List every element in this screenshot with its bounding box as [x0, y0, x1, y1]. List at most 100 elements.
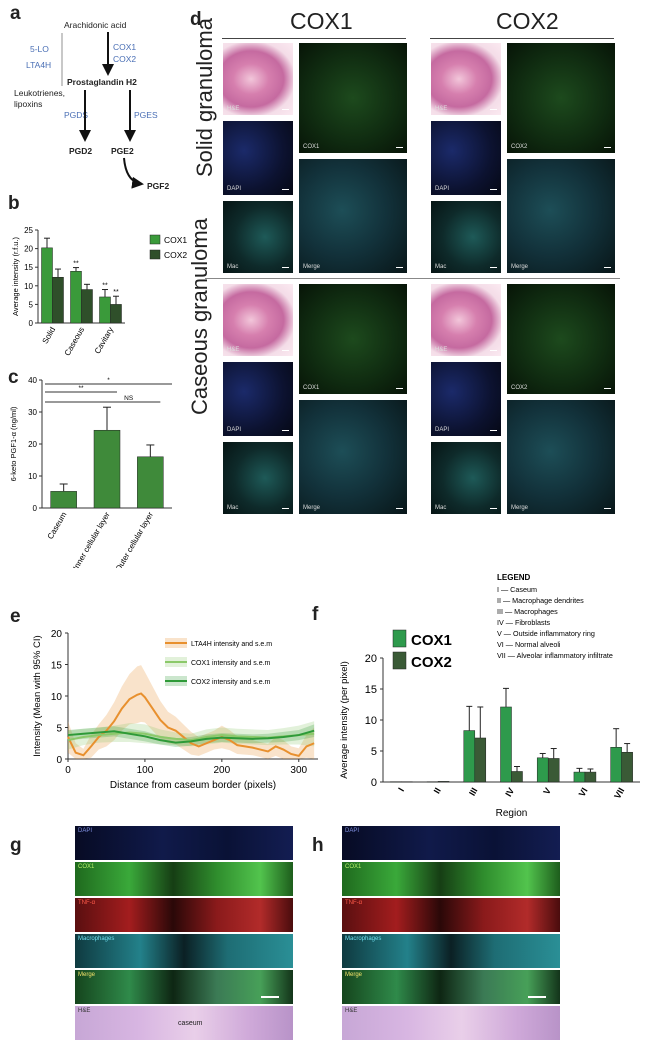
panel-g-strip-1: COX1 — [75, 862, 293, 896]
x-tick-label: Cavitary — [93, 326, 115, 356]
x-tick-label: VII — [612, 786, 626, 801]
y-tick-label: 10 — [51, 692, 63, 703]
bar-cox1 — [99, 296, 111, 324]
x-tick-label: VI — [577, 786, 590, 798]
row-caseous-label: Caseous granuloma — [187, 218, 212, 415]
y-tick-label: 25 — [24, 226, 33, 235]
pgf2-label: PGF2 — [147, 181, 170, 191]
x-tick-label: 300 — [290, 765, 307, 776]
scale-bar — [282, 189, 289, 190]
block-2-merge-tile: Merge — [506, 158, 616, 274]
legend-label: COX1 — [164, 235, 187, 245]
legend-label: COX1 intensity and s.e.m — [191, 660, 271, 667]
scale-bar — [396, 267, 403, 268]
y-tick-label: 15 — [24, 263, 33, 272]
y-tick-label: 15 — [365, 684, 377, 696]
y-tick-label: 15 — [51, 661, 63, 672]
x-tick-label: Inner cellular layer — [71, 510, 112, 568]
region-legend-item: V — Outside inflammatory ring — [497, 629, 595, 638]
chart-c: 0 10 20 30 40 6-keto PGF1-α (ng/ml) Caseum Inne… — [9, 376, 172, 568]
block-1-dapi-tile-label: DAPI — [227, 186, 242, 192]
block-4-mac-tile: Mac — [430, 441, 502, 515]
scale-bar — [490, 109, 497, 110]
scale-bar — [396, 508, 403, 509]
region-legend-title: LEGEND — [497, 573, 531, 582]
ci-band-1 — [68, 721, 315, 750]
cox2-header-rule — [430, 38, 614, 39]
block-3-he-tile: H&E — [222, 283, 294, 357]
panel-h-strip-1: COX1 — [342, 862, 560, 896]
scale-bar — [604, 267, 611, 268]
significance-text: * — [107, 377, 110, 384]
scale-bar — [490, 350, 497, 351]
block-1-dapi-tile: DAPI — [222, 120, 294, 196]
caseum-label: caseum — [178, 1020, 203, 1027]
panel-e-label: e — [10, 606, 21, 627]
x-tick-label: IV — [503, 786, 516, 798]
panel-g-strip-2: TNF-α — [75, 898, 293, 932]
panel-a-label: a — [10, 3, 21, 24]
panel-h-strip-0: DAPI — [342, 826, 560, 860]
panel-c-label: c — [8, 367, 19, 388]
series-line-2 — [67, 729, 315, 744]
bar-cox1 — [463, 730, 476, 783]
block-3-he-tile-label: H&E — [227, 347, 240, 353]
block-4-dapi-tile-label: DAPI — [435, 427, 450, 433]
y-axis-label: Average intensity (r.f.u.) — [11, 236, 20, 316]
block-1-he-tile: H&E — [222, 42, 294, 116]
panel-g-strips: DAPI COX1 TNF-α Macrophages Merge H&E caseum — [75, 826, 293, 1046]
cox1-header-rule — [222, 38, 406, 39]
bar-cox2 — [110, 304, 122, 324]
pgds-label: PGDS — [64, 110, 89, 120]
cox1-enzyme-label: COX1 — [113, 42, 137, 52]
y-tick-label: 5 — [56, 724, 62, 735]
block-4-mac-tile-label: Mac — [435, 505, 447, 511]
legend-label: COX1 — [411, 632, 452, 649]
scale-bar — [396, 147, 403, 148]
strip-label: Merge — [345, 972, 363, 978]
legend-swatch — [149, 249, 161, 260]
block-2-mac-tile-label: Mac — [435, 264, 447, 270]
block-3-merge-tile: Merge — [298, 399, 408, 515]
block-3-cox1-tile-label: COX1 — [303, 385, 320, 391]
panel-h-strip-4: Merge — [342, 970, 560, 1004]
leukotrienes-label: Leukotrienes, — [14, 88, 66, 98]
region-legend-item: VII — Alveolar inflammatory infiltrate — [497, 651, 613, 660]
y-tick-label: 0 — [56, 755, 62, 766]
bar-cox2 — [621, 751, 633, 783]
panel-h-strip-3: Macrophages — [342, 934, 560, 968]
block-4-cox2-tile-label: COX2 — [511, 385, 528, 391]
block-3-merge-tile-label: Merge — [303, 505, 321, 511]
bar-cox2 — [437, 781, 450, 783]
scale-bar — [261, 996, 279, 998]
y-tick-label: 40 — [28, 376, 37, 385]
bar-cox2 — [52, 276, 64, 324]
x-tick-label: Caseous — [63, 326, 87, 358]
significance-text: NS — [124, 395, 134, 402]
x-tick-label: 100 — [137, 765, 154, 776]
scale-bar — [528, 996, 546, 998]
block-4-merge-tile-label: Merge — [511, 505, 529, 511]
strip-label: Merge — [78, 972, 96, 978]
block-1-mac-tile-label: Mac — [227, 264, 239, 270]
y-axis-label: Average intensity (per pixel) — [339, 661, 350, 779]
y-axis-label: Intensity (Mean with 95% CI) — [32, 635, 43, 756]
scale-bar — [282, 267, 289, 268]
strip-label: Macrophages — [78, 936, 115, 942]
bar-cox1 — [500, 706, 512, 783]
pge2-label: PGE2 — [111, 146, 134, 156]
scale-bar — [282, 109, 289, 110]
y-tick-label: 20 — [365, 653, 377, 665]
y-tick-label: 5 — [29, 300, 34, 309]
panel-h-label: h — [312, 835, 324, 856]
column-cox2-header: COX2 — [496, 8, 559, 34]
block-2-mac-tile: Mac — [430, 200, 502, 274]
lta4h-label: LTA4H — [26, 60, 52, 70]
panel-g-strip-0: DAPI — [75, 826, 293, 860]
bar-cox1 — [70, 271, 82, 324]
scale-bar — [282, 350, 289, 351]
lipoxins-label: lipoxins — [14, 99, 43, 109]
y-tick-label: 10 — [24, 282, 33, 291]
y-tick-label: 5 — [371, 746, 377, 758]
